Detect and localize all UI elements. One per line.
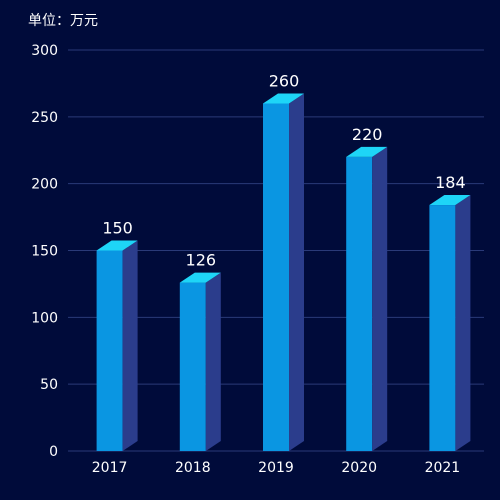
value-label: 260 xyxy=(269,71,300,90)
y-tick-label: 150 xyxy=(31,244,58,260)
y-tick-label: 300 xyxy=(31,43,58,59)
bars xyxy=(96,93,471,451)
y-tick-label: 200 xyxy=(31,177,58,193)
bar-2018 xyxy=(179,272,221,451)
value-label: 150 xyxy=(102,219,133,238)
x-tick-label: 2017 xyxy=(92,460,128,476)
x-tick-label: 2018 xyxy=(175,460,211,476)
bar-front-face xyxy=(346,156,373,451)
x-tick-label: 2020 xyxy=(341,460,377,476)
x-tick-label: 2019 xyxy=(258,460,294,476)
x-axis-ticks: 2017 2018 2019 2020 2021 xyxy=(92,460,460,476)
bar-side-face xyxy=(455,195,471,451)
bar-top-face xyxy=(179,272,221,283)
value-label: 126 xyxy=(186,251,217,270)
bar-2021 xyxy=(429,195,471,451)
bar-2019 xyxy=(263,93,304,451)
y-axis-ticks: 0 50 100 150 200 250 300 xyxy=(31,43,58,460)
y-tick-label: 250 xyxy=(31,110,58,126)
value-label: 184 xyxy=(435,173,466,192)
y-tick-label: 100 xyxy=(31,310,58,326)
y-tick-label: 50 xyxy=(40,377,58,393)
bar-side-face xyxy=(372,146,388,451)
y-tick-label: 0 xyxy=(49,444,58,460)
bar-2017 xyxy=(96,240,138,451)
bar-2020 xyxy=(346,146,388,451)
bar-front-face xyxy=(263,103,289,451)
value-labels: 150 126 260 220 184 xyxy=(102,71,465,269)
bar-front-face xyxy=(429,205,456,451)
bar-top-face xyxy=(346,146,388,157)
bar-top-face xyxy=(429,195,471,206)
bar-front-face xyxy=(96,250,123,451)
unit-label: 单位：万元 xyxy=(28,13,98,29)
bar-top-face xyxy=(263,93,304,104)
bar-side-face xyxy=(289,93,304,451)
bar-side-face xyxy=(122,240,138,451)
bar-front-face xyxy=(179,282,206,451)
bar-side-face xyxy=(205,272,221,451)
value-label: 220 xyxy=(352,125,383,144)
bar-top-face xyxy=(96,240,138,251)
x-tick-label: 2021 xyxy=(425,460,461,476)
